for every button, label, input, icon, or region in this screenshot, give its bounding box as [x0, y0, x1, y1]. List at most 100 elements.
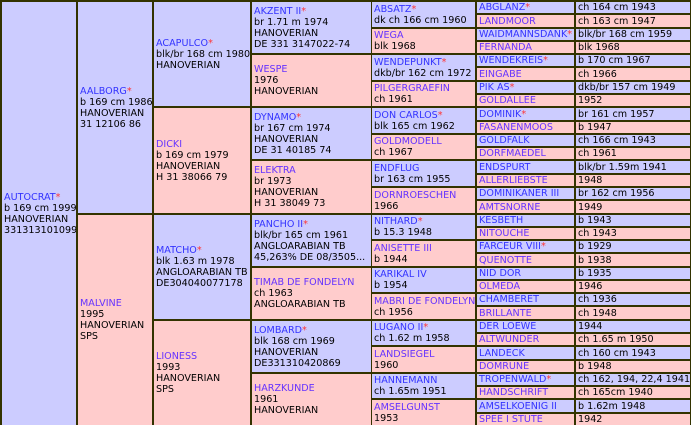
- horse-detail: b 1943: [578, 215, 612, 226]
- horse-detail: 1976: [254, 75, 279, 86]
- horse-name-link[interactable]: GOLDFALK: [479, 135, 530, 146]
- horse-name-link[interactable]: DER LOEWE: [479, 321, 537, 332]
- horse-name-link[interactable]: LIONESS: [156, 351, 198, 362]
- horse-details-cell: b 170 cm 1967: [576, 55, 690, 66]
- horse-name-link[interactable]: ELEKTRA: [254, 165, 296, 176]
- horse-name-link[interactable]: WENDEKREIS: [479, 55, 544, 66]
- horse-detail: 1995: [80, 309, 105, 320]
- horse-name-link[interactable]: FARCEUR VIII: [479, 241, 541, 252]
- horse-name-link[interactable]: LANDMOOR: [479, 15, 536, 27]
- horse-name-link[interactable]: GOLDALLEE: [479, 95, 536, 106]
- horse-cell: SPEE I STUTE: [477, 414, 574, 425]
- horse-name-link[interactable]: ANISETTE III: [374, 242, 432, 254]
- horse-cell: FARCEUR VIII*: [477, 241, 574, 252]
- horse-name-link[interactable]: WENDEPUNKT: [374, 56, 442, 68]
- horse-cell: HANDSCHRIFT: [477, 387, 574, 398]
- horse-name-link[interactable]: HARZKUNDE: [254, 383, 315, 394]
- horse-name-link[interactable]: MABRI DE FONDELYN: [374, 295, 475, 307]
- horse-cell: GOLDFALK: [477, 135, 574, 146]
- horse-name-link[interactable]: HANNEMANN: [374, 375, 438, 386]
- horse-detail: ch 166 cm 1943: [578, 135, 656, 146]
- star-marker: *: [303, 218, 308, 230]
- star-marker: *: [546, 374, 552, 385]
- horse-detail: br 1.71 m 1974: [254, 16, 329, 28]
- horse-name-link[interactable]: OLMEDA: [479, 281, 521, 292]
- horse-name-link[interactable]: CHAMBERET: [479, 294, 539, 305]
- horse-name-link[interactable]: KARIKAL IV: [374, 269, 427, 280]
- horse-cell: NITHARD* b 15.3 1948: [372, 215, 475, 239]
- horse-name-link[interactable]: LANDSIEGEL: [374, 348, 435, 360]
- horse-cell: AMSELGUNST 1953: [372, 400, 475, 425]
- horse-name-link[interactable]: DORFMAEDEL: [479, 148, 546, 159]
- horse-name-link[interactable]: MATCHO: [156, 245, 197, 256]
- horse-name-link[interactable]: LUGANO II: [374, 322, 424, 333]
- horse-name-link[interactable]: FERNANDA: [479, 42, 532, 53]
- horse-name-link[interactable]: ABGLANZ: [479, 2, 526, 13]
- horse-details-cell: 1952: [576, 95, 690, 106]
- horse-name-link[interactable]: ALLERLIEBSTE: [479, 175, 548, 186]
- horse-detail: ch 1943: [578, 228, 617, 239]
- horse-name-link[interactable]: HANDSCHRIFT: [479, 387, 549, 398]
- horse-cell: AKZENT II* br 1.71 m 1974 HANOVERIAN DE 331…: [252, 2, 371, 53]
- horse-details-cell: 1942: [576, 414, 690, 425]
- horse-name-link[interactable]: LANDECK: [479, 347, 525, 359]
- horse-cell: AMTSNORNE: [477, 201, 574, 213]
- horse-detail: HANOVERIAN: [156, 59, 221, 71]
- horse-cell: DICKI b 169 cm 1979 HANOVERIAN H 31 38066 7…: [154, 108, 250, 213]
- horse-name-link[interactable]: AMTSNORNE: [479, 201, 541, 213]
- horse-name-link[interactable]: DOMINIK: [479, 108, 522, 120]
- horse-name-link[interactable]: PANCHO II: [254, 218, 304, 230]
- star-marker: *: [208, 37, 213, 49]
- horse-name-link[interactable]: SPEE I STUTE: [479, 414, 543, 425]
- horse-name-link[interactable]: TROPENWALD: [479, 374, 547, 385]
- horse-name-link[interactable]: ENDSPURT: [479, 161, 531, 173]
- horse-cell: GOLDMODELL ch 1967: [372, 135, 475, 159]
- horse-name-link[interactable]: EINGABE: [479, 68, 522, 80]
- horse-name-link[interactable]: WAIDMANNSDANK: [479, 29, 568, 40]
- horse-cell: DORNROESCHEN 1966: [372, 188, 475, 213]
- horse-name-link[interactable]: FASANENMOOS: [479, 122, 553, 133]
- horse-name-link[interactable]: NID DOR: [479, 268, 522, 279]
- horse-details-cell: b 1947: [576, 122, 690, 133]
- horse-name-link[interactable]: LOMBARD: [254, 324, 303, 336]
- horse-name-link[interactable]: ALTWUNDER: [479, 334, 540, 345]
- star-marker: *: [302, 324, 307, 336]
- horse-name-link[interactable]: QUENOTTE: [479, 254, 532, 266]
- horse-cell: AMSELKOENIG II: [477, 400, 574, 412]
- horse-name-link[interactable]: DORNROESCHEN: [374, 189, 457, 201]
- horse-detail: 45,263% DE 08/3505...: [254, 251, 366, 263]
- horse-name-link[interactable]: KESBETH: [479, 215, 524, 226]
- horse-name-link[interactable]: NITHARD: [374, 216, 418, 227]
- horse-name-link[interactable]: TIMAB DE FONDELYN: [254, 277, 355, 288]
- horse-name-link[interactable]: DYNAMO: [254, 111, 297, 123]
- horse-name-link[interactable]: BRILLANTE: [479, 307, 532, 319]
- horse-name-link[interactable]: ACAPULCO: [156, 37, 209, 49]
- star-marker: *: [540, 241, 546, 252]
- horse-name-link[interactable]: ENDFLUG: [374, 162, 420, 174]
- horse-name-link[interactable]: WESPE: [254, 64, 288, 75]
- horse-name-link[interactable]: DOMINIKANER III: [479, 188, 560, 199]
- horse-name-link[interactable]: PIK AS: [479, 82, 510, 93]
- horse-detail: b 169 cm 1999: [4, 202, 76, 214]
- horse-name-link[interactable]: MALVINE: [80, 298, 122, 309]
- horse-name-link[interactable]: AUTOCRAT: [4, 191, 56, 203]
- horse-name-link[interactable]: DON CARLOS: [374, 109, 438, 121]
- horse-name-link[interactable]: AALBORG: [80, 85, 127, 97]
- horse-name-link[interactable]: ABSATZ: [374, 3, 412, 15]
- horse-name-link[interactable]: AMSELKOENIG II: [479, 400, 557, 412]
- horse-cell: LANDMOOR: [477, 15, 574, 27]
- horse-detail: br 1973: [254, 176, 292, 187]
- horse-detail: ch 1961: [578, 148, 617, 159]
- horse-name-link[interactable]: DOMRUNE: [479, 361, 530, 372]
- horse-details-cell: 1948: [576, 175, 690, 186]
- horse-name-link[interactable]: DICKI: [156, 138, 183, 150]
- horse-name-link[interactable]: PILGERGRAEFIN: [374, 83, 450, 94]
- horse-detail: blk/br 168 cm 1980: [156, 48, 250, 60]
- horse-name-link[interactable]: AKZENT II: [254, 5, 302, 17]
- horse-name-link[interactable]: GOLDMODELL: [374, 136, 442, 147]
- horse-name-link[interactable]: AMSELGUNST: [374, 401, 440, 413]
- horse-name-link[interactable]: WEGA: [374, 30, 404, 41]
- horse-detail: ch 1.62 m 1958: [374, 333, 450, 344]
- horse-name-link[interactable]: NITOUCHE: [479, 228, 530, 239]
